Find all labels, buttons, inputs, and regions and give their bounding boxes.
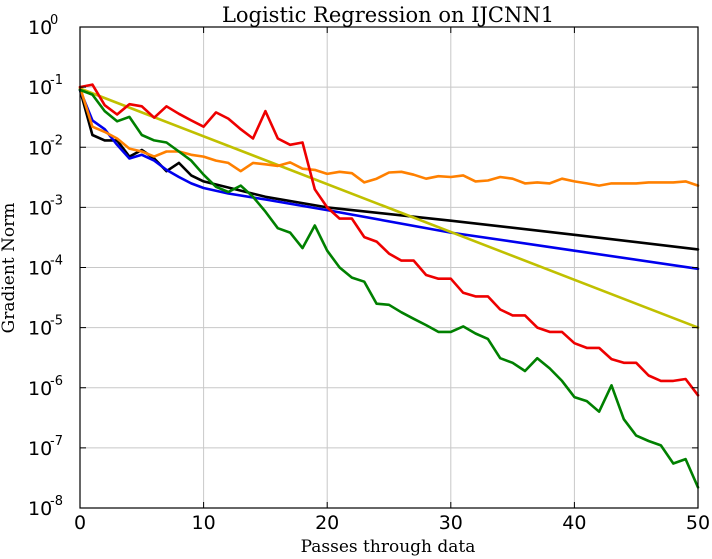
x-tick-label: 0 xyxy=(74,512,86,534)
y-tick-exponent: -3 xyxy=(50,193,63,208)
x-axis: 0 10 20 30 40 50 xyxy=(74,27,710,534)
y-tick-exponent: -8 xyxy=(50,494,63,509)
y-tick-label: 10-7 xyxy=(28,434,63,460)
y-tick-base: 10 xyxy=(28,137,52,159)
x-tick-label: 40 xyxy=(562,512,586,534)
series-line-blue xyxy=(78,88,700,271)
y-tick-base: 10 xyxy=(28,197,52,219)
chart-title: Logistic Regression on IJCNN1 xyxy=(222,3,554,27)
y-tick-exponent: -7 xyxy=(50,434,63,449)
y-tick-exponent: -6 xyxy=(50,374,63,389)
y-tick-label: 10-1 xyxy=(28,73,63,99)
y-tick-label: 100 xyxy=(28,13,58,39)
grid xyxy=(80,27,698,508)
y-tick-base: 10 xyxy=(28,258,52,280)
series-line-black xyxy=(78,88,700,251)
y-tick-label: 10-5 xyxy=(28,314,63,340)
y-tick-label: 10-6 xyxy=(28,374,63,400)
y-tick-exponent: -2 xyxy=(50,133,63,148)
y-tick-base: 10 xyxy=(28,318,52,340)
series-line-red xyxy=(78,83,700,397)
y-tick-exponent: 0 xyxy=(50,13,58,28)
x-tick-label: 20 xyxy=(315,512,339,534)
y-tick-base: 10 xyxy=(28,17,52,39)
x-tick-label: 50 xyxy=(686,512,710,534)
y-tick-base: 10 xyxy=(28,378,52,400)
y-tick-label: 10-8 xyxy=(28,494,63,520)
x-tick-label: 30 xyxy=(439,512,463,534)
y-tick-base: 10 xyxy=(28,498,52,520)
y-tick-base: 10 xyxy=(28,77,52,99)
x-axis-label: Passes through data xyxy=(301,537,476,557)
y-tick-label: 10-3 xyxy=(28,193,63,219)
x-tick-label: 10 xyxy=(192,512,216,534)
y-tick-base: 10 xyxy=(28,438,52,460)
y-tick-exponent: -4 xyxy=(50,254,63,269)
y-tick-label: 10-2 xyxy=(28,133,63,159)
y-axis-label: Gradient Norm xyxy=(0,203,19,334)
series-line-yellow xyxy=(78,87,700,329)
series-line-orange xyxy=(78,85,700,187)
y-tick-exponent: -5 xyxy=(50,314,63,329)
series-layer xyxy=(78,83,700,489)
y-tick-label: 10-4 xyxy=(28,254,63,280)
y-tick-exponent: -1 xyxy=(50,73,63,88)
series-line-green xyxy=(78,88,700,489)
